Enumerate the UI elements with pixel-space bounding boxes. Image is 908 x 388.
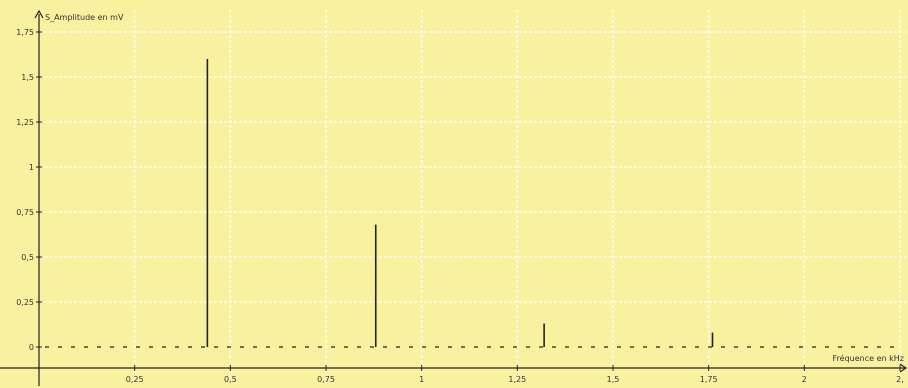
x-tick-label: 1 <box>419 375 424 384</box>
x-tick-label: 2 <box>802 375 807 384</box>
x-tick-label: 2, <box>896 375 904 384</box>
y-tick-label: 1 <box>29 163 34 172</box>
ticks: 0 0,25 0,5 0,75 1 1,25 1,5 1,75 0,25 0,5 0,75 1 1,25… <box>16 28 904 384</box>
y-tick-label: 0,25 <box>16 298 34 307</box>
marks <box>45 59 898 348</box>
axes <box>0 9 908 386</box>
y-axis-label: S_Amplitude en mV <box>45 13 124 22</box>
y-tick-label: 0,75 <box>16 208 34 217</box>
x-axis-arrow <box>899 363 908 373</box>
x-axis-label: Fréquence en kHz <box>833 353 904 363</box>
x-tick-label: 0,75 <box>317 375 335 384</box>
x-tick-label: 1,75 <box>700 375 718 384</box>
y-tick-label: 0,5 <box>21 253 34 262</box>
grid <box>39 10 906 378</box>
x-tick-label: 1,5 <box>607 375 620 384</box>
y-tick-label: 1,5 <box>21 73 34 82</box>
y-tick-label: 1,75 <box>16 28 34 37</box>
y-tick-label: 0 <box>29 343 34 352</box>
y-axis-arrow <box>34 9 44 19</box>
x-tick-label: 0,5 <box>224 375 237 384</box>
x-tick-label: 0,25 <box>126 375 144 384</box>
y-tick-label: 1,25 <box>16 118 34 127</box>
x-tick-label: 1,25 <box>508 375 526 384</box>
